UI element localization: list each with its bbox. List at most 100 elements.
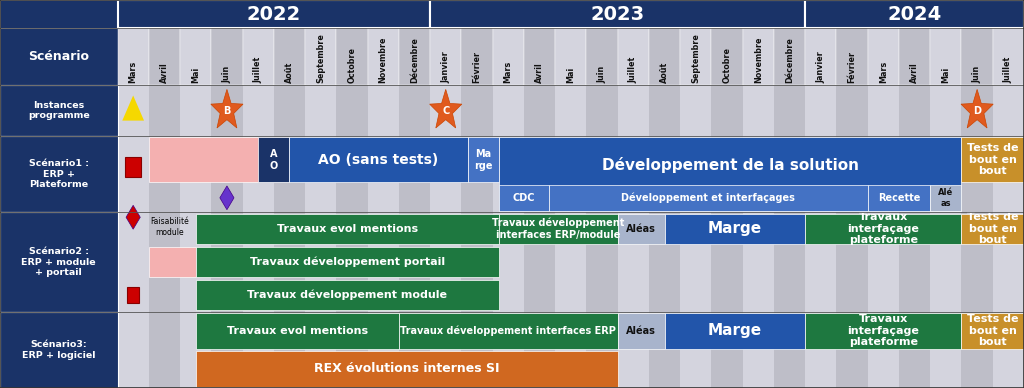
FancyBboxPatch shape: [196, 313, 398, 348]
Text: Janvier: Janvier: [816, 52, 825, 83]
FancyBboxPatch shape: [0, 136, 118, 212]
Text: Travaux evol mentions: Travaux evol mentions: [276, 224, 418, 234]
Text: Décembre: Décembre: [785, 38, 794, 83]
Text: Août: Août: [285, 62, 294, 83]
FancyBboxPatch shape: [148, 85, 180, 388]
FancyBboxPatch shape: [549, 185, 867, 211]
FancyBboxPatch shape: [805, 0, 1024, 28]
FancyBboxPatch shape: [555, 28, 587, 85]
Text: Juillet: Juillet: [254, 57, 263, 83]
Text: Avril: Avril: [535, 62, 544, 83]
FancyBboxPatch shape: [118, 28, 148, 85]
FancyBboxPatch shape: [336, 28, 368, 85]
FancyBboxPatch shape: [196, 280, 499, 310]
FancyBboxPatch shape: [493, 28, 524, 85]
Text: Mars: Mars: [879, 61, 888, 83]
FancyBboxPatch shape: [368, 28, 398, 85]
FancyBboxPatch shape: [468, 137, 499, 182]
Text: Travaux
interfaçage
plateforme: Travaux interfaçage plateforme: [848, 314, 920, 348]
FancyBboxPatch shape: [930, 28, 962, 85]
Text: Faisabilité
module: Faisabilité module: [151, 217, 189, 237]
Text: Août: Août: [660, 62, 669, 83]
Text: A
O: A O: [269, 149, 278, 170]
FancyBboxPatch shape: [243, 85, 273, 388]
Text: Février: Février: [848, 51, 857, 83]
Polygon shape: [122, 95, 144, 121]
FancyBboxPatch shape: [499, 185, 549, 211]
Text: Scénario2 :
ERP + module
+ portail: Scénario2 : ERP + module + portail: [22, 247, 96, 277]
FancyBboxPatch shape: [742, 85, 774, 388]
Text: Scénario3:
ERP + logiciel: Scénario3: ERP + logiciel: [22, 340, 95, 360]
FancyBboxPatch shape: [273, 28, 305, 85]
Text: Mai: Mai: [566, 67, 575, 83]
FancyBboxPatch shape: [665, 214, 805, 244]
Text: Alé
as: Alé as: [938, 188, 953, 208]
FancyBboxPatch shape: [118, 85, 148, 388]
Bar: [125, 157, 141, 177]
Text: REX évolutions internes SI: REX évolutions internes SI: [314, 362, 500, 376]
FancyBboxPatch shape: [805, 28, 837, 85]
FancyBboxPatch shape: [837, 85, 867, 388]
Text: Tests de
bout en
bout: Tests de bout en bout: [967, 212, 1019, 246]
FancyBboxPatch shape: [180, 85, 211, 388]
FancyBboxPatch shape: [867, 185, 930, 211]
FancyBboxPatch shape: [867, 85, 899, 388]
FancyBboxPatch shape: [962, 137, 1024, 182]
Text: Juin: Juin: [222, 66, 231, 83]
Text: Travaux
interfaçage
plateforme: Travaux interfaçage plateforme: [848, 212, 920, 246]
Text: Tests de
bout en
bout: Tests de bout en bout: [967, 314, 1019, 348]
FancyBboxPatch shape: [617, 313, 665, 348]
Text: Octobre: Octobre: [723, 47, 731, 83]
FancyBboxPatch shape: [368, 85, 398, 388]
FancyBboxPatch shape: [587, 85, 617, 388]
FancyBboxPatch shape: [430, 85, 462, 388]
FancyBboxPatch shape: [617, 28, 649, 85]
Text: Travaux développement module: Travaux développement module: [247, 290, 447, 300]
FancyBboxPatch shape: [0, 312, 118, 388]
FancyBboxPatch shape: [992, 28, 1024, 85]
FancyBboxPatch shape: [962, 85, 992, 388]
Text: Juillet: Juillet: [629, 57, 638, 83]
FancyBboxPatch shape: [305, 85, 336, 388]
Text: Travaux développement portail: Travaux développement portail: [250, 257, 444, 267]
FancyBboxPatch shape: [899, 28, 930, 85]
FancyBboxPatch shape: [462, 85, 493, 388]
Text: Mai: Mai: [941, 67, 950, 83]
Text: Aléas: Aléas: [626, 326, 656, 336]
Text: Instances
programme: Instances programme: [28, 101, 90, 120]
Text: Développement de la solution: Développement de la solution: [602, 157, 859, 173]
FancyBboxPatch shape: [992, 85, 1024, 388]
FancyBboxPatch shape: [148, 28, 180, 85]
FancyBboxPatch shape: [774, 28, 805, 85]
Text: Travaux evol mentions: Travaux evol mentions: [226, 326, 368, 336]
Text: Mars: Mars: [129, 61, 137, 83]
Polygon shape: [961, 89, 993, 128]
Polygon shape: [220, 186, 234, 210]
Text: Marge: Marge: [708, 323, 762, 338]
FancyBboxPatch shape: [962, 313, 1024, 348]
Text: Janvier: Janvier: [441, 52, 451, 83]
FancyBboxPatch shape: [665, 313, 805, 348]
Text: Scénario1 :
ERP +
Plateforme: Scénario1 : ERP + Plateforme: [29, 159, 89, 189]
FancyBboxPatch shape: [398, 313, 617, 348]
FancyBboxPatch shape: [180, 28, 211, 85]
Text: Décembre: Décembre: [410, 38, 419, 83]
FancyBboxPatch shape: [649, 85, 680, 388]
Text: CDC: CDC: [513, 193, 536, 203]
Text: Mars: Mars: [504, 61, 513, 83]
FancyBboxPatch shape: [0, 0, 118, 28]
FancyBboxPatch shape: [148, 247, 196, 277]
FancyBboxPatch shape: [617, 85, 649, 388]
FancyBboxPatch shape: [587, 28, 617, 85]
Text: Travaux développement
interfaces ERP/module: Travaux développement interfaces ERP/mod…: [493, 218, 625, 240]
FancyBboxPatch shape: [680, 85, 712, 388]
Text: Juin: Juin: [598, 66, 606, 83]
FancyBboxPatch shape: [243, 28, 273, 85]
Text: Novembre: Novembre: [379, 37, 388, 83]
FancyBboxPatch shape: [649, 28, 680, 85]
FancyBboxPatch shape: [493, 85, 524, 388]
FancyBboxPatch shape: [398, 28, 430, 85]
Polygon shape: [126, 205, 140, 229]
FancyBboxPatch shape: [499, 214, 617, 244]
FancyBboxPatch shape: [290, 137, 468, 182]
